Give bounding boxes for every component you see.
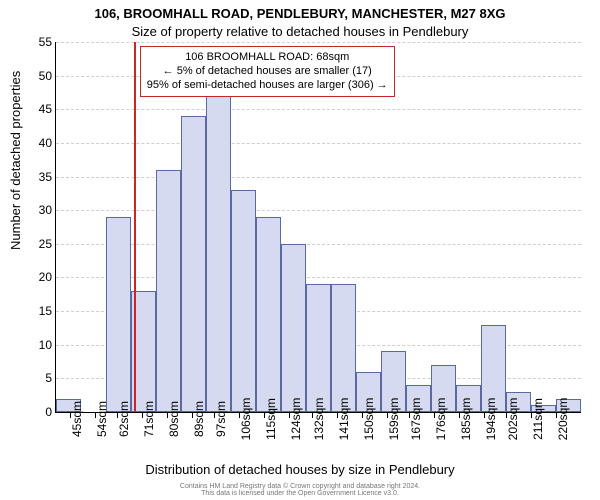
histogram-bar (206, 76, 231, 412)
annotation-box: 106 BROOMHALL ROAD: 68sqm← 5% of detache… (140, 46, 395, 97)
y-tick-label: 0 (12, 405, 52, 419)
x-tick-label: 62sqm (117, 401, 131, 437)
x-tick-label: 132sqm (312, 398, 326, 441)
y-tick-label: 50 (12, 69, 52, 83)
histogram-bar (256, 217, 281, 412)
x-tick-label: 45sqm (70, 401, 84, 437)
histogram-bar (156, 170, 181, 412)
x-tick-label: 211sqm (531, 398, 545, 440)
x-tick-label: 89sqm (192, 401, 206, 437)
y-tick-label: 55 (12, 35, 52, 49)
y-axis-label: Number of detached properties (8, 71, 23, 250)
x-tick-label: 194sqm (484, 398, 498, 441)
footer-line2: This data is licensed under the Open Gov… (0, 490, 600, 498)
y-tick-label: 30 (12, 203, 52, 217)
y-tick-label: 15 (12, 304, 52, 318)
page-title-line2: Size of property relative to detached ho… (0, 24, 600, 39)
x-tick-label: 80sqm (167, 401, 181, 437)
x-tick-label: 141sqm (337, 398, 351, 441)
annotation-line: 95% of semi-detached houses are larger (… (147, 79, 388, 93)
footer-line1: Contains HM Land Registry data © Crown c… (0, 483, 600, 491)
x-tick-label: 71sqm (142, 401, 156, 437)
y-tick-label: 20 (12, 270, 52, 284)
y-tick-label: 5 (12, 371, 52, 385)
y-tick-label: 35 (12, 170, 52, 184)
reference-line (134, 42, 136, 412)
y-tick-label: 40 (12, 136, 52, 150)
y-tick-label: 25 (12, 237, 52, 251)
x-tick-label: 150sqm (362, 398, 376, 441)
histogram-bar (331, 284, 356, 412)
x-tick-label: 167sqm (409, 398, 423, 441)
histogram-bar (106, 217, 131, 412)
x-tick-label: 202sqm (506, 398, 520, 441)
histogram-bar (181, 116, 206, 412)
x-tick-label: 159sqm (387, 398, 401, 441)
x-tick-label: 176sqm (434, 398, 448, 441)
annotation-line: 106 BROOMHALL ROAD: 68sqm (147, 51, 388, 65)
y-tick-label: 10 (12, 338, 52, 352)
histogram-bar (231, 190, 256, 412)
x-axis-label: Distribution of detached houses by size … (0, 462, 600, 477)
x-tick-label: 106sqm (239, 398, 253, 441)
footer-attribution: Contains HM Land Registry data © Crown c… (0, 483, 600, 498)
x-tick-label: 185sqm (459, 398, 473, 441)
page-title-line1: 106, BROOMHALL ROAD, PENDLEBURY, MANCHES… (0, 6, 600, 21)
plot-area: 051015202530354045505545sqm54sqm62sqm71s… (55, 42, 581, 413)
x-tick-label: 54sqm (95, 401, 109, 437)
y-tick-label: 45 (12, 102, 52, 116)
annotation-line: ← 5% of detached houses are smaller (17) (147, 65, 388, 79)
histogram-bar (306, 284, 331, 412)
x-tick-label: 124sqm (289, 398, 303, 441)
histogram-bar (281, 244, 306, 412)
x-tick-label: 115sqm (264, 398, 278, 440)
x-tick-label: 97sqm (214, 401, 228, 437)
x-tick-label: 220sqm (556, 398, 570, 441)
